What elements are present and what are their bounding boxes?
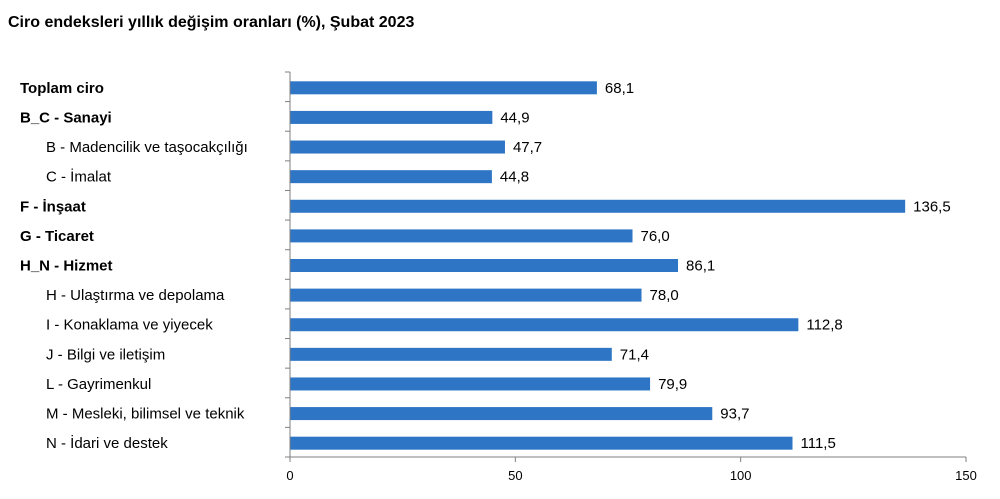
bar (290, 259, 679, 272)
bar (290, 81, 597, 95)
x-tick-label: 0 (286, 468, 293, 483)
data-label: 86,1 (686, 258, 715, 275)
data-label: 93,7 (720, 406, 749, 423)
category-label: Toplam ciro (20, 80, 104, 97)
bar (290, 140, 505, 154)
bar (290, 407, 713, 421)
data-label: 112,8 (806, 317, 842, 334)
bar (290, 347, 612, 361)
data-label: 68,1 (605, 80, 634, 97)
category-label: J - Bilgi ve iletişim (46, 346, 165, 363)
bars (290, 81, 906, 450)
bar (290, 288, 642, 302)
data-label: 47,7 (513, 139, 542, 156)
x-tick-label: 50 (508, 468, 522, 483)
category-label: L - Gayrimenkul (46, 376, 151, 393)
category-label: N - İdari ve destek (46, 434, 168, 452)
value-labels: 68,1 44,9 47,7 44,8 136,5 76,0 86,1 78,0 112,8 71… (500, 80, 951, 452)
category-label: G - Ticaret (20, 228, 94, 245)
category-label: H - Ulaştırma ve depolama (46, 287, 225, 304)
category-label: B - Madencilik ve taşocakçılığı (46, 139, 248, 156)
category-labels: Toplam ciro B_C - Sanayi B - Madencilik ve… (20, 80, 248, 452)
category-label: I - Konaklama ve yiyecek (46, 317, 213, 334)
data-label: 44,9 (500, 109, 529, 126)
x-tick-label: 100 (730, 468, 752, 483)
bar (290, 436, 793, 450)
data-label: 78,0 (650, 287, 679, 304)
category-label: F - İnşaat (20, 198, 86, 215)
x-tick-label: 150 (955, 468, 977, 483)
category-label: B_C - Sanayi (20, 109, 112, 126)
bar (290, 318, 799, 332)
data-label: 111,5 (800, 435, 835, 452)
category-label: M - Mesleki, bilimsel ve teknik (46, 406, 245, 423)
data-label: 44,8 (500, 169, 529, 186)
category-label: C - İmalat (46, 168, 112, 186)
bar (290, 170, 492, 184)
data-label: 71,4 (620, 346, 649, 363)
bar (290, 377, 651, 391)
data-label: 136,5 (913, 198, 951, 215)
bar (290, 229, 633, 243)
data-label: 76,0 (641, 228, 670, 245)
x-axis: 0 50 100 150 (285, 71, 977, 483)
data-label: 79,9 (658, 376, 687, 393)
bar (290, 199, 906, 213)
chart-title: Ciro endeksleri yıllık değişim oranları … (8, 14, 415, 31)
bar (290, 110, 493, 124)
category-label: H_N - Hizmet (20, 258, 113, 275)
